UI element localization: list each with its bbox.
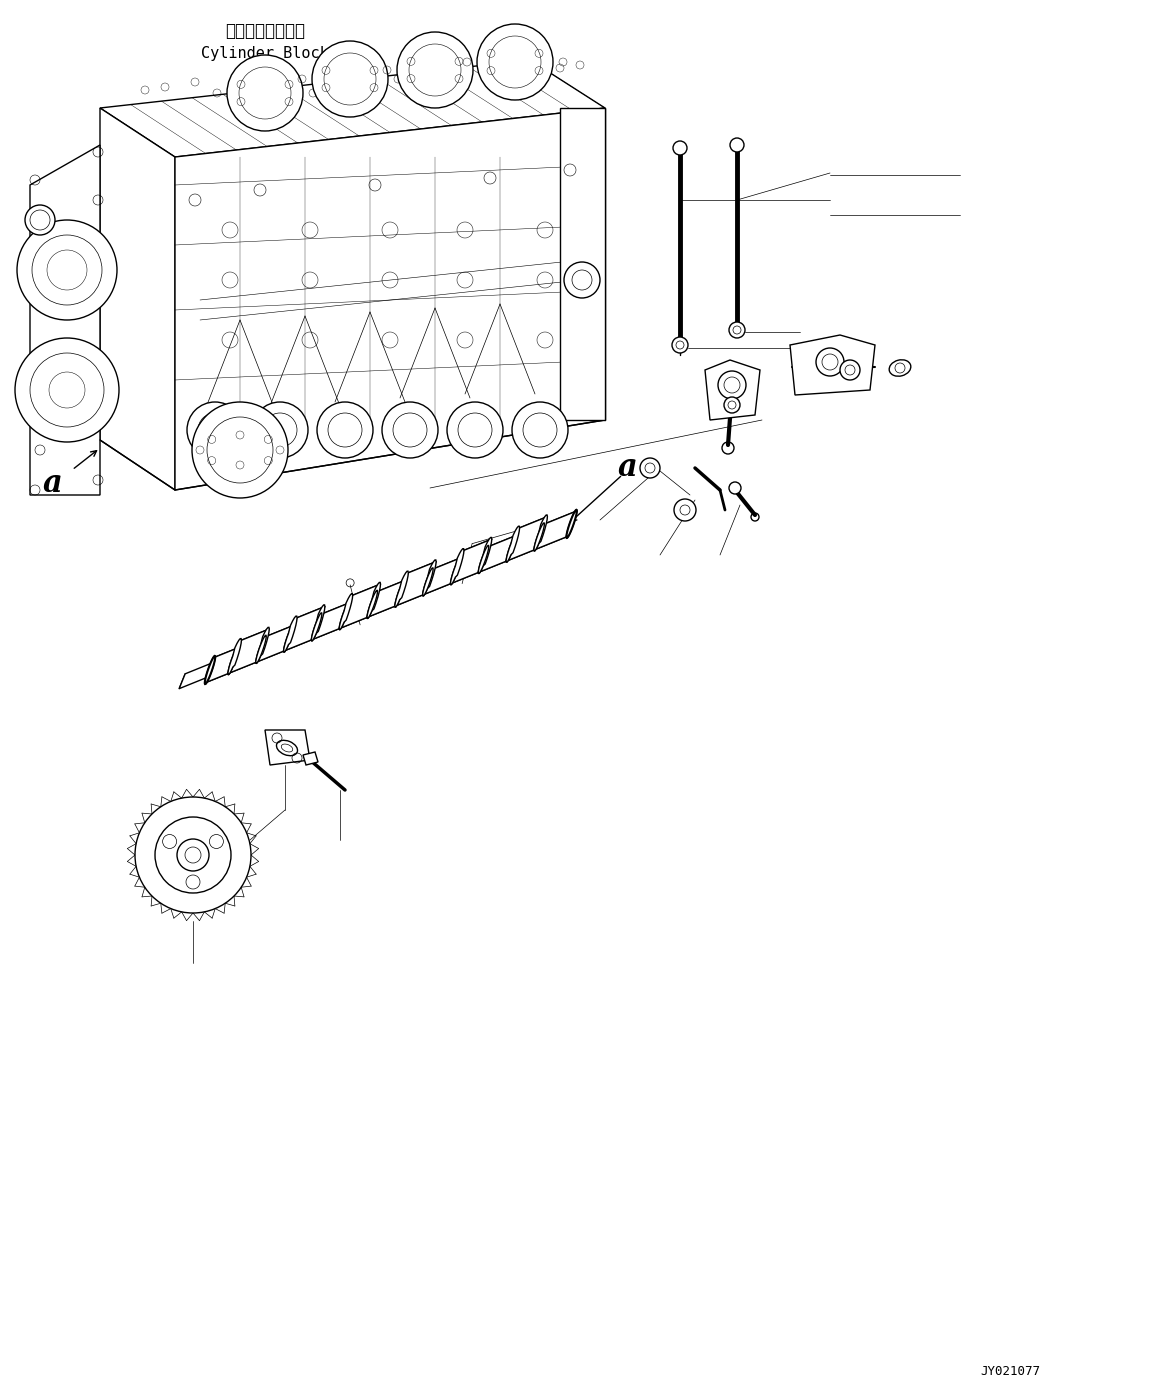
Polygon shape xyxy=(394,561,436,606)
Polygon shape xyxy=(534,524,544,552)
Circle shape xyxy=(24,204,55,235)
Circle shape xyxy=(816,349,844,377)
Circle shape xyxy=(187,402,243,458)
Polygon shape xyxy=(174,108,605,490)
Polygon shape xyxy=(284,624,294,652)
Circle shape xyxy=(729,482,741,494)
Circle shape xyxy=(209,834,223,848)
Circle shape xyxy=(317,402,373,458)
Polygon shape xyxy=(422,557,461,595)
Polygon shape xyxy=(228,629,270,673)
Polygon shape xyxy=(228,638,242,675)
Circle shape xyxy=(192,402,288,498)
Polygon shape xyxy=(179,662,213,689)
Polygon shape xyxy=(395,571,408,608)
Circle shape xyxy=(186,875,200,889)
Circle shape xyxy=(15,337,119,442)
Polygon shape xyxy=(368,580,406,617)
Polygon shape xyxy=(534,515,548,552)
Polygon shape xyxy=(340,584,380,629)
Polygon shape xyxy=(478,546,488,574)
Polygon shape xyxy=(368,582,380,619)
Polygon shape xyxy=(422,560,436,596)
Polygon shape xyxy=(205,655,215,685)
Polygon shape xyxy=(561,108,605,420)
Polygon shape xyxy=(265,729,311,764)
Circle shape xyxy=(252,402,308,458)
Polygon shape xyxy=(506,535,516,563)
Polygon shape xyxy=(340,602,350,630)
Circle shape xyxy=(672,337,688,353)
Circle shape xyxy=(227,55,304,132)
Polygon shape xyxy=(566,510,577,538)
Polygon shape xyxy=(478,538,492,574)
Circle shape xyxy=(673,141,687,155)
Polygon shape xyxy=(395,580,406,608)
Text: a: a xyxy=(42,468,62,498)
Polygon shape xyxy=(228,647,238,675)
Polygon shape xyxy=(705,360,759,420)
Polygon shape xyxy=(100,60,605,157)
Circle shape xyxy=(477,24,552,99)
Polygon shape xyxy=(450,557,461,585)
Circle shape xyxy=(312,41,388,118)
Polygon shape xyxy=(506,517,548,561)
Polygon shape xyxy=(450,539,492,584)
Circle shape xyxy=(564,262,600,298)
Polygon shape xyxy=(368,591,378,619)
Circle shape xyxy=(675,498,695,521)
Polygon shape xyxy=(312,605,324,641)
Text: シリンダブロック: シリンダブロック xyxy=(224,22,305,41)
Polygon shape xyxy=(312,613,322,641)
Polygon shape xyxy=(566,510,577,538)
Circle shape xyxy=(397,32,473,108)
Text: JY021077: JY021077 xyxy=(980,1365,1040,1378)
Polygon shape xyxy=(790,335,875,395)
Polygon shape xyxy=(284,616,297,652)
Circle shape xyxy=(447,402,504,458)
Circle shape xyxy=(512,402,568,458)
Circle shape xyxy=(725,398,740,413)
Polygon shape xyxy=(478,535,516,573)
Circle shape xyxy=(381,402,438,458)
Polygon shape xyxy=(312,603,350,640)
Ellipse shape xyxy=(277,741,298,756)
Text: a: a xyxy=(618,452,637,483)
Polygon shape xyxy=(30,146,100,496)
Circle shape xyxy=(640,458,659,477)
Polygon shape xyxy=(100,108,174,490)
Polygon shape xyxy=(284,606,324,651)
Circle shape xyxy=(17,220,117,321)
Circle shape xyxy=(135,797,251,913)
Polygon shape xyxy=(422,568,433,596)
Polygon shape xyxy=(304,752,317,764)
Circle shape xyxy=(730,139,744,153)
Polygon shape xyxy=(506,526,520,563)
Text: Cylinder Block: Cylinder Block xyxy=(201,46,329,62)
Polygon shape xyxy=(450,549,464,585)
Polygon shape xyxy=(256,626,294,662)
Polygon shape xyxy=(256,627,270,664)
Ellipse shape xyxy=(890,360,911,377)
Polygon shape xyxy=(340,594,352,630)
Circle shape xyxy=(718,371,745,399)
Polygon shape xyxy=(534,511,577,550)
Polygon shape xyxy=(256,636,266,664)
Polygon shape xyxy=(205,657,215,685)
Circle shape xyxy=(840,360,859,379)
Polygon shape xyxy=(205,648,238,683)
Circle shape xyxy=(729,322,745,337)
Circle shape xyxy=(163,834,177,848)
